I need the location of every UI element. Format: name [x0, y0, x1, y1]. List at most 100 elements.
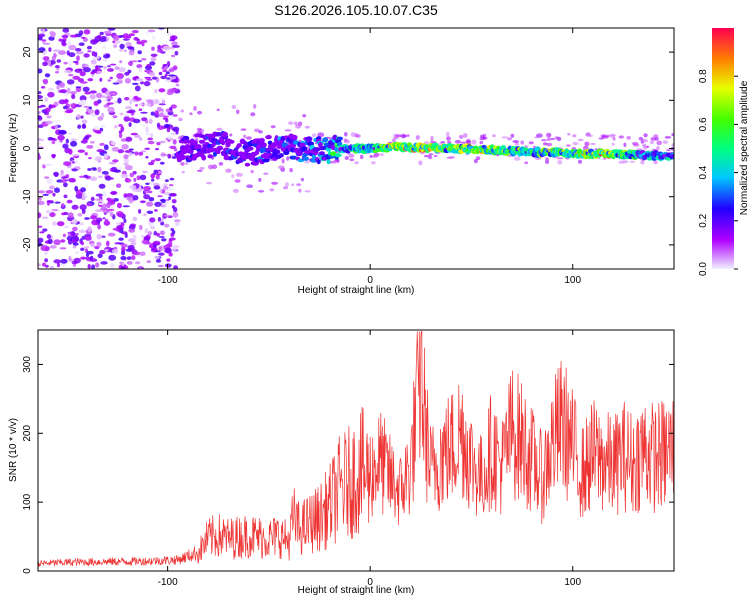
spectrogram-noise-cell: [99, 142, 105, 146]
spectrogram-noise-cell: [89, 176, 98, 181]
spectrogram-noise-cell: [42, 262, 46, 267]
spectrogram-noise-cell: [143, 186, 152, 191]
spectrogram-noise-cell: [161, 238, 167, 242]
spectrogram-noise-cell: [145, 182, 150, 185]
spectrogram-noise-cell: [94, 109, 100, 116]
spectrogram-noise-cell: [57, 134, 65, 141]
spectrogram-noise-cell: [136, 78, 144, 81]
spectrogram-noise-cell: [158, 236, 165, 238]
spectrogram-halo-cell: [317, 132, 325, 138]
spectrogram-noise-cell: [71, 218, 78, 225]
snr-frame: [37, 329, 675, 572]
spectrogram-halo-cell: [642, 143, 647, 148]
spectrogram-noise-cell: [84, 152, 88, 156]
spectrogram-noise-cell: [38, 225, 43, 228]
spectrogram-halo-cell: [656, 140, 662, 146]
spectrogram-noise-cell: [138, 108, 143, 111]
spectrogram-noise-cell: [68, 74, 74, 77]
spectrogram-noise-cell: [72, 60, 79, 64]
spectrogram-noise-cell: [71, 93, 76, 100]
spectrogram-noise-cell: [88, 106, 92, 110]
spectrogram-noise-cell: [140, 150, 147, 153]
spectrogram-noise-cell: [131, 60, 138, 63]
spectrogram-noise-cell: [172, 139, 177, 145]
spectrogram-halo-cell: [263, 172, 269, 175]
spectrogram-noise-cell: [119, 43, 125, 50]
spectrogram-noise-cell: [68, 61, 72, 67]
spectrogram-halo-cell: [600, 134, 607, 138]
spectrogram-noise-cell: [123, 218, 127, 224]
spectrogram-noise-cell: [81, 119, 88, 125]
spectrogram-noise-cell: [49, 104, 56, 109]
spectrogram-noise-cell: [119, 60, 123, 64]
spectrogram-halo-cell: [473, 159, 478, 164]
spectrogram-noise-cell: [169, 145, 177, 149]
spectrogram-ridge-cell: [300, 146, 308, 152]
spectrogram-ridge-cell: [334, 153, 342, 158]
spectrogram-noise-cell: [73, 257, 81, 264]
spectrogram-noise-cell: [163, 214, 171, 217]
spectrogram-halo-cell: [640, 160, 645, 165]
spectrogram-noise-cell: [60, 258, 68, 264]
spectrogram-noise-cell: [97, 166, 102, 173]
spectrogram-noise-cell: [74, 251, 80, 255]
spectrogram-noise-cell: [60, 169, 64, 175]
spectrogram-noise-cell: [115, 221, 121, 226]
spectrogram-noise-cell: [141, 58, 147, 61]
spectrogram-noise-cell: [171, 245, 178, 251]
spectrogram-ridge-cell: [179, 154, 186, 161]
spectrogram-noise-cell: [43, 56, 50, 61]
spectrogram-noise-cell: [123, 158, 129, 164]
spectrogram-noise-cell: [168, 240, 173, 246]
spectrogram-halo-cell: [354, 161, 359, 165]
spectrogram-noise-cell: [128, 200, 133, 204]
spectrogram-noise-cell: [77, 149, 86, 153]
spectrogram-halo-cell: [471, 139, 477, 145]
spectrogram-halo-cell: [289, 168, 293, 173]
spectrogram-noise-cell: [38, 105, 43, 109]
spectrogram-noise-cell: [126, 261, 133, 265]
spectrogram-noise-cell: [146, 64, 151, 68]
spectrogram-noise-cell: [38, 190, 46, 194]
spectrogram-noise-cell: [134, 261, 141, 265]
spectrogram-ridge-cell: [201, 154, 207, 161]
spectrogram-halo-cell: [348, 153, 355, 158]
spectrogram-noise-cell: [89, 113, 97, 117]
spectrogram-noise-cell: [143, 213, 147, 217]
spectrogram-noise-cell: [110, 191, 117, 195]
spectrogram-halo-cell: [653, 134, 659, 138]
spectrogram-halo-cell: [240, 128, 247, 131]
spectrogram-marks: [38, 28, 674, 269]
spectrogram-noise-cell: [46, 178, 53, 185]
spectrogram-noise-cell: [120, 243, 128, 248]
spectrogram-noise-cell: [150, 173, 155, 179]
spectrogram-noise-cell: [96, 241, 102, 248]
spectrogram-noise-cell: [50, 31, 56, 38]
spectrogram-noise-cell: [111, 248, 119, 254]
spectrogram-noise-cell: [147, 140, 155, 145]
spectrogram-noise-cell: [175, 221, 180, 227]
spectrogram-noise-cell: [163, 183, 168, 186]
spectrogram-noise-cell: [71, 204, 79, 210]
spectrogram-noise-cell: [38, 153, 41, 160]
spectrogram-halo-cell: [199, 167, 205, 170]
spectrogram-noise-cell: [58, 99, 66, 105]
spectrogram-noise-cell: [116, 73, 124, 79]
spectrogram-noise-cell: [151, 178, 155, 182]
spectrogram-noise-cell: [113, 44, 118, 48]
spectrogram-noise-cell: [41, 28, 46, 34]
spectrogram-noise-cell: [120, 126, 125, 132]
snr-panel: -100 0 100 0 100 200 300 Height of straight li…: [8, 329, 675, 596]
spectrogram-noise-cell: [54, 187, 60, 193]
spectrogram-noise-cell: [78, 30, 84, 36]
spectrogram-noise-cell: [63, 69, 72, 74]
spectrogram-noise-cell: [60, 89, 67, 94]
spectrogram-noise-cell: [134, 151, 139, 156]
spectrogram-noise-cell: [76, 55, 80, 62]
spectrogram-noise-cell: [146, 260, 152, 263]
spectrogram-noise-cell: [83, 174, 89, 178]
colorbar-tick-label: 0.4: [698, 165, 709, 179]
spectrogram-halo-cell: [475, 156, 481, 161]
spectrogram-noise-cell: [38, 263, 41, 267]
